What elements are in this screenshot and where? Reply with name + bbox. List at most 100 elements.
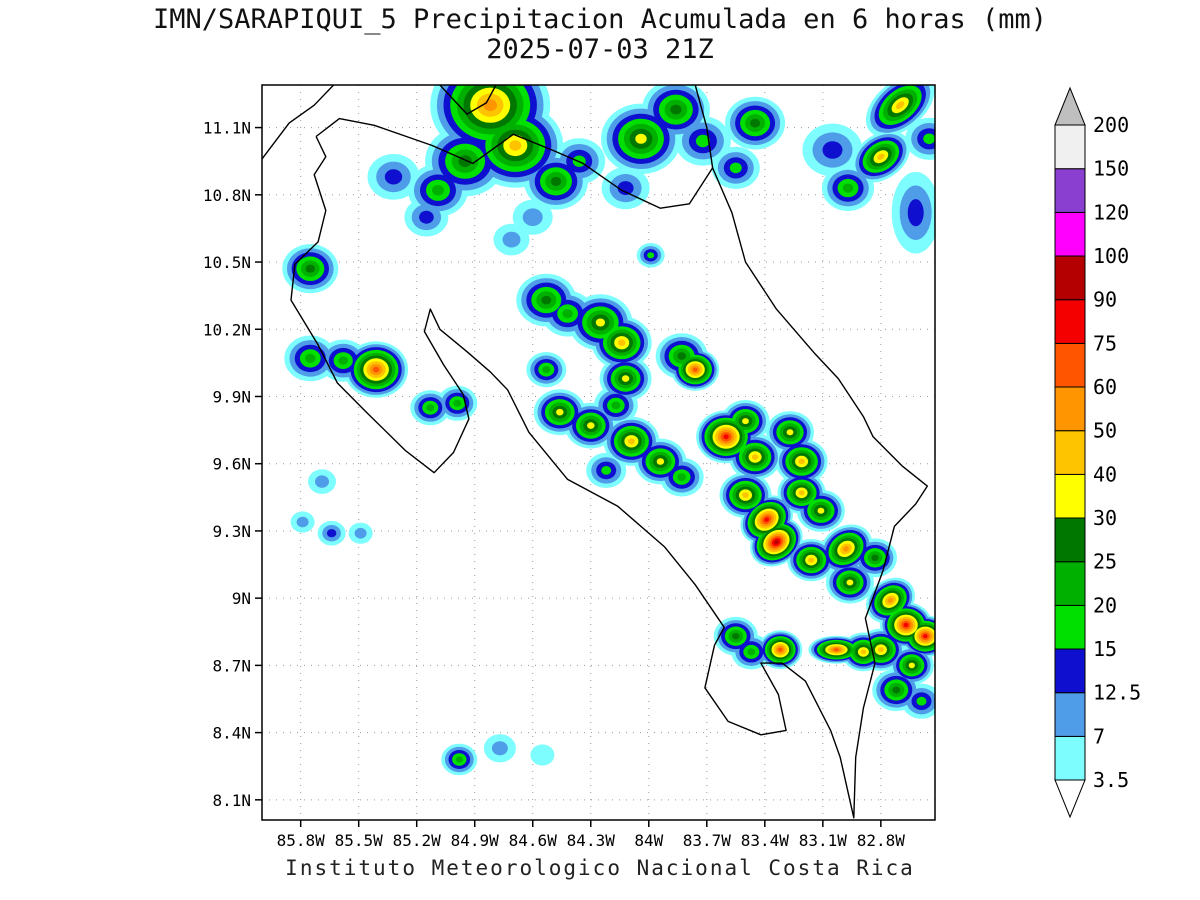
precip-contour-ring [627,438,635,445]
precip-contour-ring [695,134,710,148]
precip-contour-ring [750,118,761,128]
precip-contour-ring [541,295,552,305]
precip-contour-ring [822,141,843,159]
x-tick-label: 85.8W [277,831,326,850]
colorbar-segment [1054,211,1086,257]
colorbar-label: 30 [1093,506,1117,530]
y-tick-label: 9.6N [212,455,251,474]
precip-contour-ring [723,434,729,440]
precip-contour-ring [871,554,879,561]
precip-contour-ring [354,527,367,539]
precip-contour-ring [892,686,901,694]
colorbar-overflow-arrow [1054,86,1086,126]
precip-contour-ring [419,210,434,224]
precip-contour-ring [774,540,779,545]
colorbar-label: 150 [1093,157,1129,181]
precip-contour-ring [843,546,849,552]
precip-contour-ring [522,208,543,226]
axis-ticks [255,126,882,827]
colorbar-segment [1054,473,1086,519]
precip-contour-ring [587,422,595,429]
precip-contour-ring [432,185,444,196]
precip-contour-ring [692,367,698,372]
precip-field [282,85,935,776]
colorbar-segment [1054,604,1086,650]
precip-contour-ring [617,339,626,347]
precip-contour-ring [338,356,349,365]
precip-contour-ring [729,162,742,174]
colorbar-segment [1054,517,1086,563]
precip-contour-ring [751,454,759,460]
precip-contour-ring [635,133,647,144]
precip-contour-ring [732,633,740,640]
precip-contour-ring [817,507,825,514]
precip-contour-ring [908,662,915,669]
y-tick-label: 11.1N [203,119,251,138]
colorbar-label: 25 [1093,550,1117,574]
precip-contour-ring [530,744,555,766]
precip-contour-ring [907,199,924,227]
x-tick-label: 85.5W [335,831,384,850]
precip-contour-ring [611,401,621,410]
colorbar-label: 50 [1093,419,1117,443]
precip-contour-ring [916,696,927,706]
y-tick-label: 10.2N [203,320,251,339]
x-tick-label: 83.1W [799,831,848,850]
precip-contour-ring [483,99,497,112]
x-tick-label: 84.9W [451,831,500,850]
x-tick-label: 84.6W [509,831,558,850]
precip-contour-ring [798,458,805,465]
precip-contour-ring [617,181,634,196]
colorbar-label: 12.5 [1093,681,1141,705]
colorbar-segment [1054,168,1086,213]
plot-title: IMN/SARAPIQUI_5 Precipitacion Acumulada … [152,4,1048,35]
basemap [262,85,928,819]
colorbar-segment [1054,561,1086,606]
precip-contour-ring [296,516,309,528]
precip-contour-ring [384,169,403,185]
coastline-nicaragua-caribbean-coast [694,85,714,168]
colorbar-segment [1054,386,1086,432]
precip-contour-ring [747,648,756,656]
precip-contour-ring [595,318,606,327]
x-tick-label: 83.4W [741,831,790,850]
precip-contour-ring [601,466,612,475]
colorbar-label: 7 [1093,724,1105,748]
precip-contour-ring [656,458,665,465]
precip-contour-ring [491,741,508,756]
colorbar-label: 40 [1093,462,1117,486]
colorbar-segment [1054,735,1086,781]
coastline-costa-rica-outline [290,117,928,819]
y-tick-label: 8.4N [212,724,251,743]
precip-contour-ring [305,264,315,273]
precip-contour-ring [305,353,316,363]
colorbar-underflow-arrow [1054,779,1086,819]
precip-contour-ring [458,155,472,168]
x-tick-label: 84W [634,831,663,850]
precip-contour-ring [895,101,905,110]
x-tick-label: 82.8W [857,831,906,850]
colorbar-label: 100 [1093,244,1129,268]
precip-contour-ring [621,375,630,382]
precip-contour-ring [677,352,686,360]
footer-caption: Instituto Meteorologico Nacional Costa R… [285,856,915,880]
precip-contour-ring [764,517,770,522]
y-tick-label: 9N [232,589,251,608]
colorbar-label: 3.5 [1093,768,1129,792]
precip-contour-ring [887,597,894,603]
y-tick-label: 9.3N [212,522,251,541]
precip-contour-ring [742,492,749,498]
precip-contour-ring [542,366,551,374]
y-tick-label: 9.9N [212,387,251,406]
precip-contour-ring [550,176,562,187]
precip-contour-ring [808,557,815,563]
precip-contour-ring [923,133,935,145]
colorbar-segment [1054,692,1086,737]
precip-contour-ring [903,622,909,628]
precip-contour-ring [426,404,435,412]
plot-subtitle: 2025-07-03 21Z [486,34,714,65]
precip-contour-ring [786,429,794,436]
precip-contour-ring [455,756,463,763]
precip-contour-ring [877,153,885,160]
